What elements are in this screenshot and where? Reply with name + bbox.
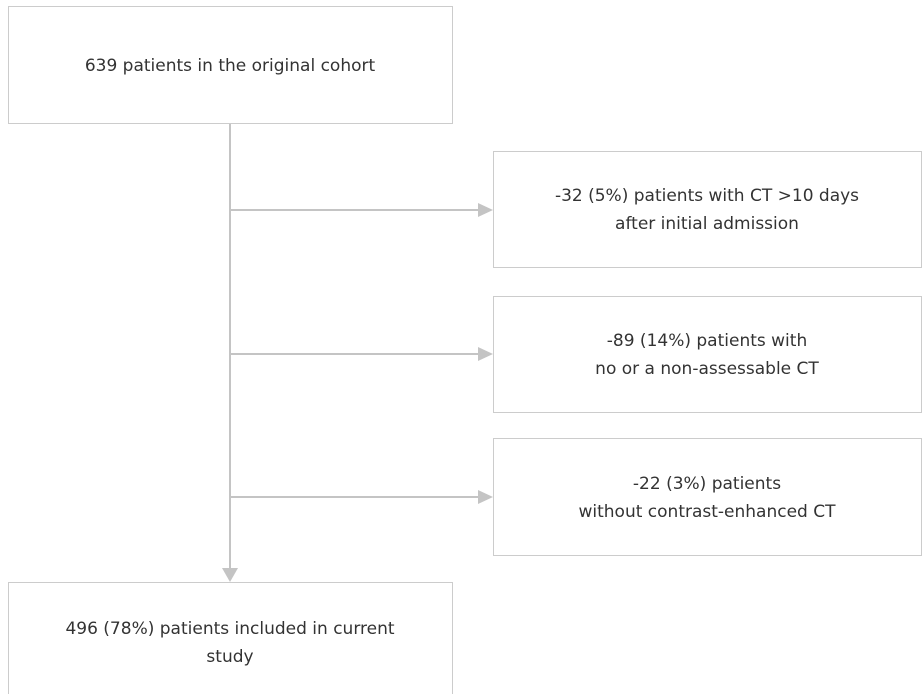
- node-box: [493, 296, 922, 413]
- node-label: -32 (5%) patients with CT >10 days: [555, 186, 859, 206]
- node-box: [493, 438, 922, 556]
- arrowhead: [478, 490, 493, 504]
- node-box: [493, 151, 922, 268]
- node-label: without contrast-enhanced CT: [578, 502, 836, 522]
- node-label: 496 (78%) patients included in current: [65, 619, 394, 639]
- arrowhead: [478, 203, 493, 217]
- node-label: after initial admission: [615, 214, 799, 234]
- node-label: study: [206, 647, 253, 667]
- node-box: [8, 582, 453, 698]
- arrowhead: [478, 347, 493, 361]
- node-label: -89 (14%) patients with: [607, 331, 807, 351]
- node-label: no or a non-assessable CT: [595, 359, 819, 379]
- node-label: 639 patients in the original cohort: [85, 56, 376, 76]
- node-box: [8, 6, 453, 124]
- arrowhead: [222, 568, 238, 582]
- node-label: -22 (3%) patients: [633, 474, 781, 494]
